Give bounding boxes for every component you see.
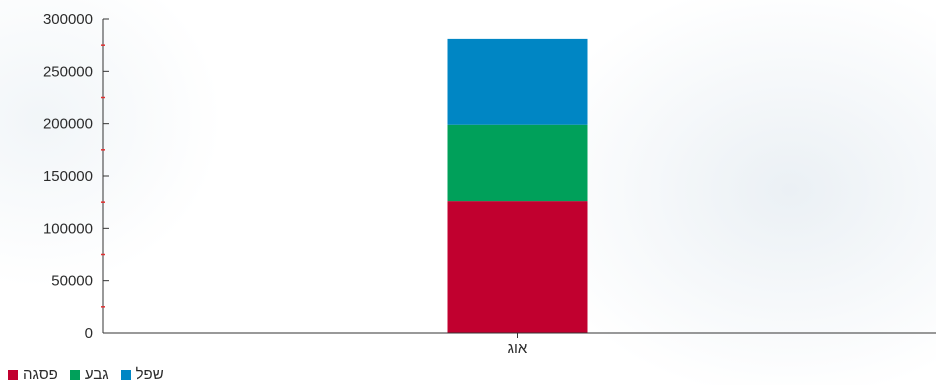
- bar-segment-2: [447, 124, 588, 202]
- bar-stack: [447, 38, 588, 333]
- y-axis: 0 50000 100000 150000 200000 250000 300000: [43, 11, 109, 342]
- y-tick-label: 150000: [43, 168, 93, 185]
- y-tick-label: 50000: [51, 273, 93, 290]
- legend: פסגה גבע שפל: [8, 366, 164, 383]
- y-tick-label: 300000: [43, 11, 93, 28]
- legend-swatch-shefel: [120, 369, 131, 380]
- x-category-label: אוג: [508, 340, 528, 357]
- legend-item-shefel[interactable]: שפל: [120, 366, 164, 383]
- legend-label-peak: פסגה: [23, 366, 58, 383]
- bar-segment-3: [447, 38, 588, 125]
- y-tick-label: 100000: [43, 220, 93, 237]
- legend-item-gvaa[interactable]: גבע: [69, 366, 109, 383]
- legend-item-peak[interactable]: פסגה: [8, 366, 58, 383]
- y-tick-label: 0: [85, 325, 93, 342]
- bar-segment-1: [447, 201, 588, 333]
- legend-swatch-gvaa: [69, 369, 80, 380]
- x-axis: אוג: [103, 332, 936, 357]
- y-tick-label: 200000: [43, 116, 93, 133]
- legend-swatch-peak: [8, 369, 18, 380]
- legend-label-shefel: שפל: [135, 366, 164, 383]
- y-tick-label: 250000: [43, 63, 93, 80]
- legend-label-gvaa: גבע: [84, 366, 109, 383]
